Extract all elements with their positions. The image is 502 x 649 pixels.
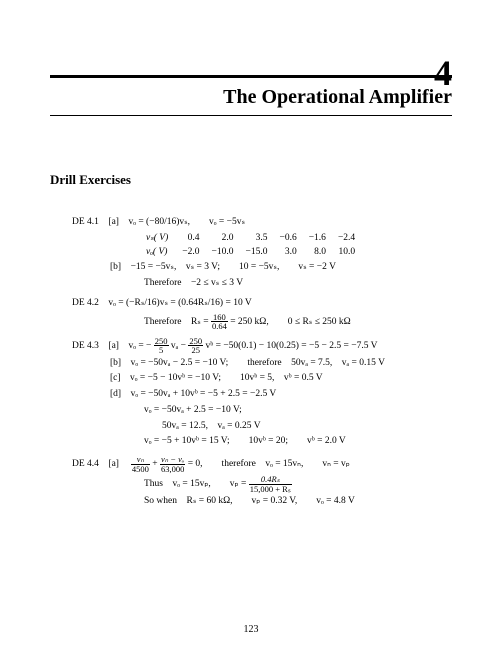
page-number: 123: [0, 624, 502, 635]
text: vₐ −: [171, 341, 188, 351]
de44-l2: Thus vₒ = 15vₚ, vₚ = 0.4Rₛ15,000 + Rₛ: [72, 475, 452, 493]
table-row: vₛ( V) 0.4 2.0 3.5 −0.6 −1.6 −2.4: [140, 232, 361, 246]
cell: −2.4: [332, 232, 361, 246]
fraction: vₙ − vₒ63,000: [160, 455, 185, 473]
cell: 8.0: [303, 246, 332, 260]
cell: 3.0: [273, 246, 302, 260]
fraction: 2505: [154, 337, 169, 355]
de43-d3: 50vₐ = 12.5, vₐ = 0.25 V: [72, 420, 452, 434]
de44-a: DE 4.4 [a] vₙ4500 + vₙ − vₒ63,000 = 0, t…: [72, 455, 452, 473]
de43-d2: vₒ = −50vₐ + 2.5 = −10 V;: [72, 404, 452, 418]
de43-c: [c] vₒ = −5 − 10vᵇ = −10 V; 10vᵇ = 5, vᵇ…: [72, 372, 452, 386]
exercises-content: DE 4.1 [a] vₒ = (−80/16)vₛ, vₒ = −5vₛ vₛ…: [50, 216, 452, 509]
cell: 2.0: [206, 232, 240, 246]
cell: 3.5: [239, 232, 273, 246]
de43-d1: [d] vₒ = −50vₐ + 10vᵇ = −5 + 2.5 = −2.5 …: [72, 388, 452, 402]
table-row: vₒ( V) −2.0 −10.0 −15.0 3.0 8.0 10.0: [140, 246, 361, 260]
de43-a: DE 4.3 [a] vₒ = − 2505 vₐ − 25025 vᵇ = −…: [72, 337, 452, 355]
row-label: vₛ( V): [140, 232, 176, 246]
de41-table: vₛ( V) 0.4 2.0 3.5 −0.6 −1.6 −2.4 vₒ( V)…: [140, 232, 361, 260]
page: 4 The Operational Amplifier Drill Exerci…: [0, 0, 502, 649]
de44-l3: So when Rₛ = 60 kΩ, vₚ = 0.32 V, vₒ = 4.…: [72, 495, 452, 509]
chapter-number: 4: [434, 52, 452, 94]
fraction: 1600.64: [211, 313, 228, 331]
text: DE 4.3 [a] vₒ = −: [72, 341, 151, 351]
text: DE 4.4 [a]: [72, 459, 128, 469]
rule-bottom: [50, 115, 452, 116]
cell: −1.6: [303, 232, 332, 246]
cell: −0.6: [273, 232, 302, 246]
text: = 250 kΩ, 0 ≤ Rₛ ≤ 250 kΩ: [230, 317, 351, 327]
cell: −15.0: [239, 246, 273, 260]
cell: −2.0: [176, 246, 205, 260]
de42-l2: Therefore Rₛ = 1600.64 = 250 kΩ, 0 ≤ Rₛ …: [72, 313, 452, 331]
de41-b2: Therefore −2 ≤ vₛ ≤ 3 V: [72, 277, 452, 291]
row-label: vₒ( V): [140, 246, 176, 260]
de41-b1: [b] −15 = −5vₛ, vₛ = 3 V; 10 = −5vₛ, vₛ …: [72, 261, 452, 275]
text: Thus vₒ = 15vₚ, vₚ =: [144, 479, 249, 489]
section-title: Drill Exercises: [50, 172, 452, 188]
chapter-title: The Operational Amplifier: [50, 86, 452, 109]
fraction: 25025: [188, 337, 203, 355]
cell: 10.0: [332, 246, 361, 260]
cell: 0.4: [176, 232, 205, 246]
text: +: [152, 459, 160, 469]
text: = 0, therefore vₒ = 15vₙ, vₙ = vₚ: [188, 459, 350, 469]
fraction: 0.4Rₛ15,000 + Rₛ: [249, 475, 292, 493]
text: Therefore Rₛ =: [144, 317, 211, 327]
text: vᵇ = −50(0.1) − 10(0.25) = −5 − 2.5 = −7…: [206, 341, 378, 351]
fraction: vₙ4500: [131, 455, 150, 473]
de43-b: [b] vₒ = −50vₐ − 2.5 = −10 V; therefore …: [72, 357, 452, 371]
de41-a: DE 4.1 [a] vₒ = (−80/16)vₛ, vₒ = −5vₛ: [72, 216, 452, 230]
de43-d4: vₒ = −5 + 10vᵇ = 15 V; 10vᵇ = 20; vᵇ = 2…: [72, 435, 452, 449]
de42-l1: DE 4.2 vₒ = (−Rₛ/16)vₛ = (0.64Rₛ/16) = 1…: [72, 297, 452, 311]
rule-top: [50, 75, 452, 78]
cell: −10.0: [206, 246, 240, 260]
